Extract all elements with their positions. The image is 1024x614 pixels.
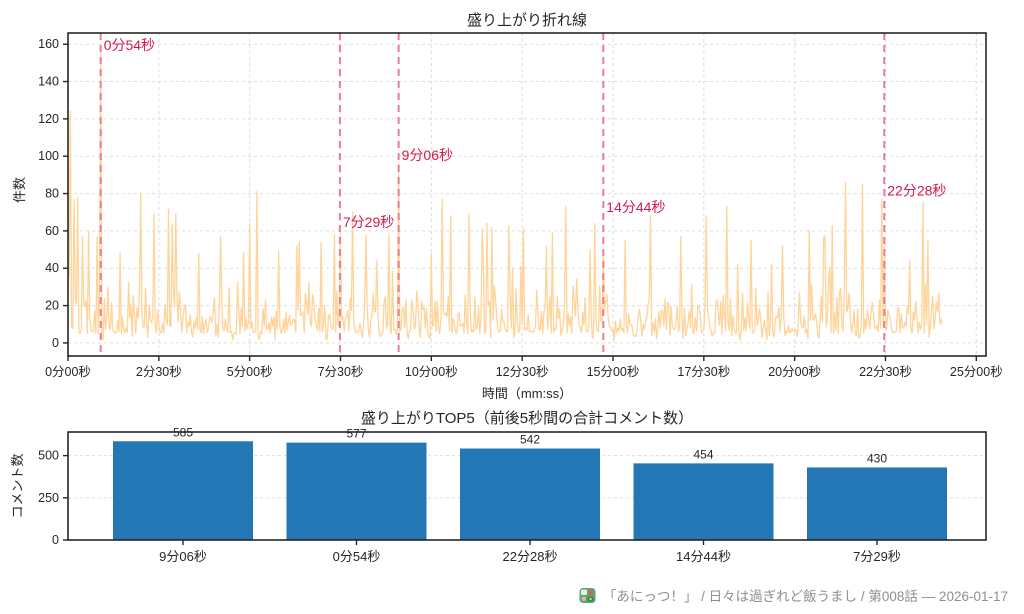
category-label: 9分06秒 [159, 549, 207, 564]
bar-value-label: 454 [693, 447, 713, 461]
y-tick-label: 100 [38, 149, 59, 163]
line-chart-title: 盛り上がり折れ線 [466, 12, 587, 29]
x-tick-label: 17分30秒 [677, 365, 730, 379]
plot-border [67, 32, 987, 357]
category-label: 22分28秒 [503, 549, 558, 564]
y-tick-label: 20 [45, 299, 59, 313]
bar [286, 442, 427, 540]
x-tick-label: 2分30秒 [136, 365, 182, 379]
bar [113, 441, 253, 540]
x-tick-label: 5分00秒 [227, 365, 273, 379]
bar-chart-ylabel: コメント数 [10, 453, 25, 519]
x-tick-label: 0分00秒 [45, 365, 91, 379]
y-tick-label: 250 [38, 491, 59, 505]
peak-annotation: 7分29秒 [343, 214, 394, 230]
x-tick-label: 20分00秒 [768, 365, 821, 379]
y-tick-label: 120 [38, 112, 59, 126]
peak-annotation: 0分54秒 [104, 37, 155, 53]
bar [807, 467, 947, 540]
bar [460, 448, 600, 540]
y-tick-label: 0 [52, 336, 59, 350]
x-tick-label: 7分30秒 [318, 365, 364, 379]
y-tick-label: 500 [38, 449, 59, 463]
peak-annotation: 14分44秒 [606, 199, 665, 215]
category-label: 14分44秒 [676, 549, 731, 564]
x-tick-label: 12分30秒 [496, 365, 549, 379]
footer-text: 「あにっつ！」 / 日々は過ぎれど飯うまし / 第008話 — 2026-01-… [602, 589, 1008, 604]
line-chart: 0分54秒 7分29秒 9分06秒 14分44秒 22分28秒 0分00秒 2分30秒 5分0… [38, 32, 1003, 379]
x-tick-label: 15分00秒 [587, 365, 640, 379]
peak-annotation: 9分06秒 [402, 147, 453, 163]
x-tick-label: 25分00秒 [950, 365, 1003, 379]
bar-chart-title: 盛り上がりTOP5（前後5秒間の合計コメント数） [360, 410, 694, 427]
x-tick-label: 10分00秒 [405, 365, 458, 379]
bar [633, 463, 774, 540]
bar-value-label: 542 [520, 433, 540, 447]
category-label: 0分54秒 [333, 549, 381, 564]
peak-annotation: 22分28秒 [887, 182, 946, 198]
y-tick-label: 0 [52, 533, 59, 547]
y-tick-label: 160 [38, 37, 59, 51]
line-chart-ylabel: 件数 [12, 177, 27, 204]
footer-caption: 「あにっつ！」 / 日々は過ぎれど飯うまし / 第008話 — 2026-01-… [579, 585, 1008, 605]
y-tick-label: 80 [45, 187, 59, 201]
bar-value-label: 430 [867, 451, 887, 465]
category-label: 7分29秒 [853, 549, 901, 564]
line-chart-xlabel: 時間（mm:ss） [481, 386, 573, 401]
y-tick-label: 40 [45, 261, 59, 275]
bar-value-label: 577 [346, 427, 366, 441]
bento-emoji-icon [579, 587, 596, 603]
x-tick-label: 22分30秒 [859, 365, 912, 379]
comment-count-line [67, 49, 944, 341]
y-tick-label: 140 [38, 75, 59, 89]
y-tick-label: 60 [45, 224, 59, 238]
plot-border [67, 431, 987, 541]
